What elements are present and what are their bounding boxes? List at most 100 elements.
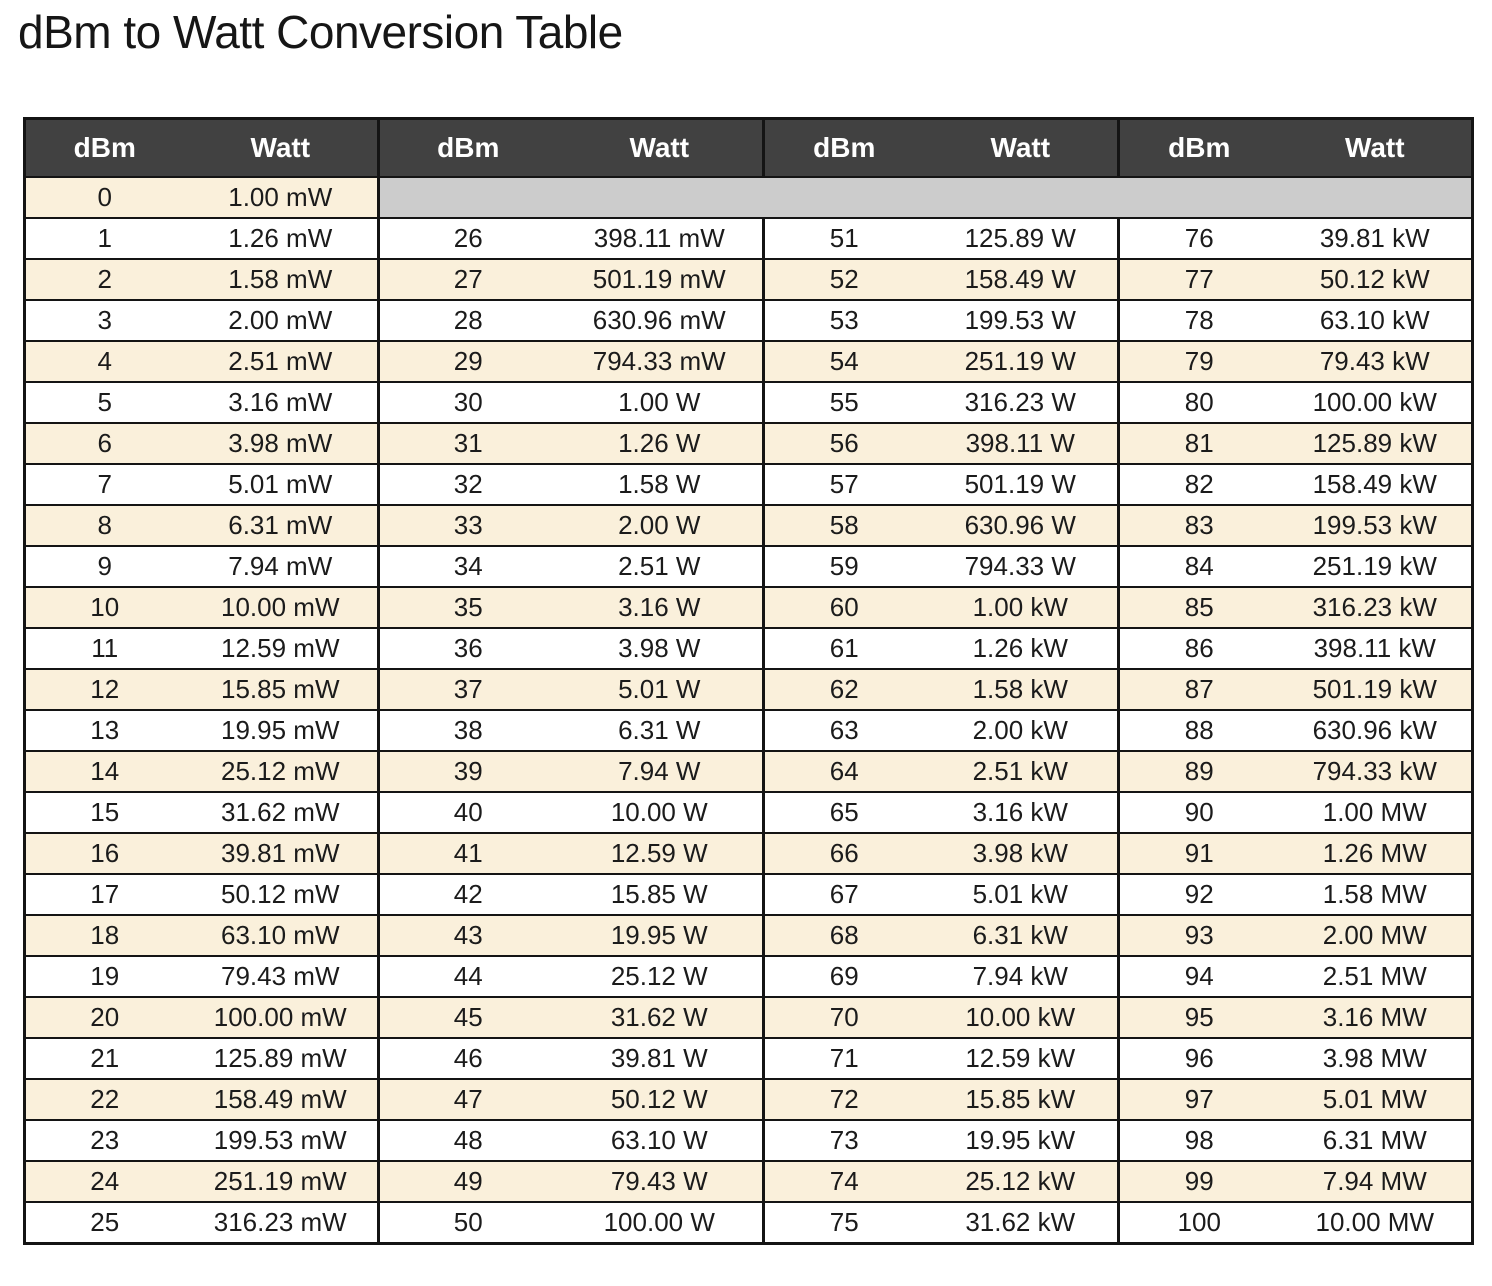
table-row: 1 1.26 mW 26 398.11 mW 51 125.89 W 76 39.81 kW <box>24 216 1473 260</box>
watt-cell: 3.98 MW <box>1278 1036 1473 1080</box>
dbm-cell: 100 <box>1117 1200 1279 1245</box>
dbm-cell: 57 <box>762 462 924 506</box>
dbm-cell: 28 <box>377 298 557 342</box>
dbm-cell: 35 <box>377 585 557 629</box>
dbm-cell: 19 <box>24 954 184 998</box>
dbm-cell: 20 <box>24 995 184 1039</box>
dbm-cell: 11 <box>24 626 184 670</box>
watt-cell: 6.31 kW <box>923 913 1119 957</box>
watt-cell: 15.85 W <box>556 872 764 916</box>
dbm-cell: 42 <box>377 872 557 916</box>
watt-cell: 100.00 mW <box>183 995 379 1039</box>
watt-cell: 125.89 mW <box>183 1036 379 1080</box>
dbm-cell: 68 <box>762 913 924 957</box>
dbm-cell: 66 <box>762 831 924 875</box>
watt-cell: 3.16 kW <box>923 790 1119 834</box>
dbm-cell: 7 <box>24 462 184 506</box>
dbm-cell: 13 <box>24 708 184 752</box>
watt-cell: 501.19 mW <box>556 257 764 301</box>
dbm-cell: 81 <box>1117 421 1279 465</box>
dbm-cell: 8 <box>24 503 184 547</box>
watt-cell: 6.31 MW <box>1278 1118 1473 1162</box>
dbm-cell: 80 <box>1117 380 1279 424</box>
dbm-cell: 5 <box>24 380 184 424</box>
watt-cell: 79.43 W <box>556 1159 764 1203</box>
dbm-cell: 33 <box>377 503 557 547</box>
dbm-cell: 31 <box>377 421 557 465</box>
watt-cell: 7.94 W <box>556 749 764 793</box>
watt-cell: 12.59 mW <box>183 626 379 670</box>
watt-cell: 3.16 mW <box>183 380 379 424</box>
watt-cell: 1.26 W <box>556 421 764 465</box>
watt-header: Watt <box>556 118 764 178</box>
dbm-cell: 74 <box>762 1159 924 1203</box>
watt-cell: 10.00 kW <box>923 995 1119 1039</box>
watt-cell: 316.23 kW <box>1278 585 1473 629</box>
watt-cell: 199.53 W <box>923 298 1119 342</box>
table-row: 25 316.23 mW 50 100.00 W 75 31.62 kW 100 10.00 … <box>24 1200 1473 1245</box>
watt-cell: 19.95 W <box>556 913 764 957</box>
watt-cell: 3.98 W <box>556 626 764 670</box>
table-row: 16 39.81 mW 41 12.59 W 66 3.98 kW 91 1.26 MW <box>24 831 1473 875</box>
dbm-cell: 77 <box>1117 257 1279 301</box>
watt-cell: 6.31 mW <box>183 503 379 547</box>
dbm-cell: 62 <box>762 667 924 711</box>
watt-cell: 794.33 kW <box>1278 749 1473 793</box>
dbm-cell: 76 <box>1117 216 1279 260</box>
dbm-header: dBm <box>762 118 924 178</box>
table-row: 10 10.00 mW 35 3.16 W 60 1.00 kW 85 316.23 kW <box>24 585 1473 629</box>
dbm-cell: 17 <box>24 872 184 916</box>
table-row: 7 5.01 mW 32 1.58 W 57 501.19 W 82 158.49 kW <box>24 462 1473 506</box>
watt-cell: 12.59 W <box>556 831 764 875</box>
watt-cell: 1.58 MW <box>1278 872 1473 916</box>
dbm-cell: 63 <box>762 708 924 752</box>
watt-cell: 7.94 MW <box>1278 1159 1473 1203</box>
dbm-cell: 2 <box>24 257 184 301</box>
page-title: dBm to Watt Conversion Table <box>18 6 623 58</box>
dbm-cell: 90 <box>1117 790 1279 834</box>
watt-cell: 79.43 kW <box>1278 339 1473 383</box>
watt-cell: 50.12 kW <box>1278 257 1473 301</box>
dbm-cell: 10 <box>24 585 184 629</box>
table-row: 5 3.16 mW 30 1.00 W 55 316.23 W 80 100.00 kW <box>24 380 1473 424</box>
dbm-cell: 60 <box>762 585 924 629</box>
table-row: 21 125.89 mW 46 39.81 W 71 12.59 kW 96 3.98 MW <box>24 1036 1473 1080</box>
dbm-cell: 6 <box>24 421 184 465</box>
watt-header: Watt <box>923 118 1119 178</box>
watt-cell: 316.23 W <box>923 380 1119 424</box>
dbm-cell: 24 <box>24 1159 184 1203</box>
dbm-cell: 61 <box>762 626 924 670</box>
dbm-cell: 70 <box>762 995 924 1039</box>
dbm-cell: 94 <box>1117 954 1279 998</box>
watt-cell: 12.59 kW <box>923 1036 1119 1080</box>
watt-cell: 316.23 mW <box>183 1200 379 1245</box>
dbm-cell: 30 <box>377 380 557 424</box>
watt-cell: 794.33 W <box>923 544 1119 588</box>
watt-cell: 630.96 kW <box>1278 708 1473 752</box>
watt-cell: 2.51 kW <box>923 749 1119 793</box>
dbm-cell: 97 <box>1117 1077 1279 1121</box>
watt-cell: 31.62 mW <box>183 790 379 834</box>
table-row: 0 1.00 mW <box>24 175 1473 219</box>
watt-cell: 2.00 mW <box>183 298 379 342</box>
watt-cell: 15.85 kW <box>923 1077 1119 1121</box>
dbm-cell: 47 <box>377 1077 557 1121</box>
dbm-cell: 15 <box>24 790 184 834</box>
dbm-cell: 79 <box>1117 339 1279 383</box>
watt-cell: 501.19 kW <box>1278 667 1473 711</box>
dbm-cell: 99 <box>1117 1159 1279 1203</box>
dbm-cell: 9 <box>24 544 184 588</box>
dbm-cell: 55 <box>762 380 924 424</box>
watt-cell: 10.00 mW <box>183 585 379 629</box>
watt-cell: 2.51 MW <box>1278 954 1473 998</box>
dbm-cell: 34 <box>377 544 557 588</box>
dbm-cell: 72 <box>762 1077 924 1121</box>
table-row: 4 2.51 mW 29 794.33 mW 54 251.19 W 79 79.43 kW <box>24 339 1473 383</box>
watt-cell: 63.10 kW <box>1278 298 1473 342</box>
watt-cell: 125.89 kW <box>1278 421 1473 465</box>
dbm-cell: 91 <box>1117 831 1279 875</box>
watt-cell: 199.53 kW <box>1278 503 1473 547</box>
dbm-cell: 67 <box>762 872 924 916</box>
watt-cell: 2.00 MW <box>1278 913 1473 957</box>
watt-cell: 10.00 W <box>556 790 764 834</box>
